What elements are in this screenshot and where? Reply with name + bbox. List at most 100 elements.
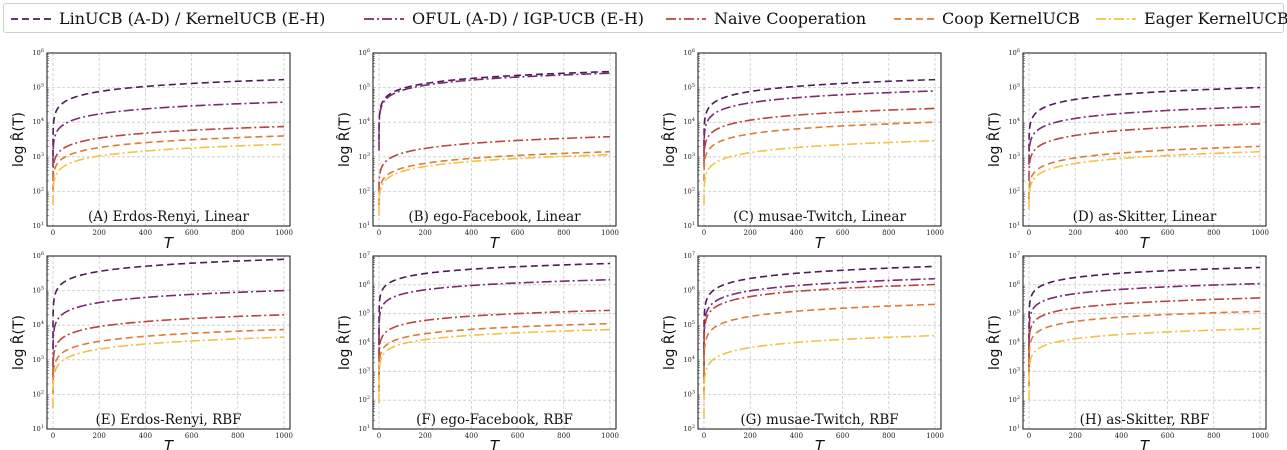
y-tick-label: 105 — [1009, 309, 1020, 318]
y-tick-label: 104 — [1009, 117, 1020, 126]
chart-panel: 101 102 103 104 105 106 107 0 200 400 600 800 1000 (H… — [986, 251, 1268, 450]
x-tick-label: 1000 — [275, 229, 293, 237]
y-tick-label: 101 — [1009, 424, 1020, 433]
y-tick-label: 102 — [359, 395, 370, 404]
y-tick-label: 101 — [684, 221, 695, 230]
x-tick-label: 400 — [139, 229, 152, 237]
x-axis-label: T — [164, 234, 175, 252]
x-tick-label: 600 — [836, 229, 849, 237]
y-axis-label: log R̂(T) — [336, 112, 353, 167]
y-tick-label: 101 — [33, 221, 44, 230]
y-tick-label: 103 — [359, 366, 370, 375]
chart-panel: 102 103 104 105 106 107 0 200 400 600 800 1000 (G) m… — [661, 251, 943, 450]
series-line — [703, 107, 936, 168]
x-tick-label: 0 — [1027, 432, 1031, 440]
y-tick-label: 103 — [33, 355, 44, 364]
legend-label: Eager KernelUCB — [1144, 9, 1287, 28]
y-tick-label: 104 — [359, 338, 370, 347]
plot-frame — [697, 255, 942, 430]
y-tick-label: 103 — [684, 389, 695, 398]
y-tick-label: 102 — [684, 424, 695, 433]
series-line — [703, 283, 936, 378]
y-tick-label: 106 — [33, 48, 44, 57]
x-tick-label: 400 — [790, 432, 803, 440]
series-line — [378, 278, 611, 358]
x-tick-label: 200 — [744, 432, 757, 440]
series-line — [378, 72, 611, 151]
x-tick-label: 1000 — [1251, 432, 1269, 440]
series-line — [52, 135, 285, 192]
y-tick-label: 105 — [684, 83, 695, 92]
chart-panel: 101 102 103 104 105 106 0 200 400 600 800 1000 (E) E… — [10, 251, 292, 450]
x-tick-label: 400 — [465, 432, 478, 440]
x-tick-label: 600 — [1161, 432, 1174, 440]
plot-frame — [1022, 52, 1267, 227]
y-tick-label: 101 — [359, 424, 370, 433]
series-line — [1028, 282, 1261, 363]
legend-label: Coop KernelUCB — [942, 9, 1080, 28]
series-line — [703, 121, 936, 181]
chart-panel: 101 102 103 104 105 106 0 200 400 600 800 1000 (B) e… — [336, 48, 618, 252]
subplot-title: (A) Erdos-Renyi, Linear — [88, 209, 250, 225]
y-tick-label: 104 — [1009, 338, 1020, 347]
plot-frame — [46, 255, 291, 430]
x-tick-label: 400 — [465, 229, 478, 237]
x-tick-label: 400 — [1115, 229, 1128, 237]
y-tick-label: 103 — [684, 152, 695, 161]
y-tick-label: 106 — [359, 280, 370, 289]
x-tick-label: 0 — [51, 229, 55, 237]
plot-frame — [372, 255, 617, 430]
series-line — [703, 90, 936, 157]
y-tick-label: 106 — [684, 48, 695, 57]
subplot-title: (D) as-Skitter, Linear — [1073, 209, 1217, 225]
series-line — [703, 334, 936, 419]
series-line — [52, 101, 285, 168]
chart-panel: 101 102 103 104 105 106 0 200 400 600 800 1000 (D) a… — [986, 48, 1268, 252]
series-line — [52, 78, 285, 157]
x-tick-label: 0 — [51, 432, 55, 440]
x-tick-label: 600 — [185, 229, 198, 237]
x-tick-label: 200 — [93, 229, 106, 237]
y-tick-label: 106 — [1009, 48, 1020, 57]
x-axis-label: T — [1140, 437, 1151, 450]
y-axis-label: log R̂(T) — [661, 315, 678, 370]
series-line — [1028, 310, 1261, 387]
x-tick-label: 600 — [185, 432, 198, 440]
y-axis-label: log R̂(T) — [10, 315, 27, 370]
y-axis-label: log R̂(T) — [10, 112, 27, 167]
series-line — [1028, 105, 1261, 165]
y-tick-label: 104 — [33, 117, 44, 126]
series-line — [378, 328, 611, 403]
y-tick-label: 106 — [1009, 280, 1020, 289]
series-line — [52, 258, 285, 350]
y-tick-label: 102 — [33, 186, 44, 195]
series-line — [1028, 297, 1261, 372]
x-tick-label: 400 — [790, 229, 803, 237]
series-line — [1028, 145, 1261, 200]
x-tick-label: 0 — [1027, 229, 1031, 237]
y-axis-label: log R̂(T) — [661, 112, 678, 167]
y-tick-label: 101 — [1009, 221, 1020, 230]
x-tick-label: 200 — [93, 432, 106, 440]
y-tick-label: 102 — [33, 389, 44, 398]
y-tick-label: 103 — [359, 152, 370, 161]
x-axis-label: T — [815, 437, 826, 450]
y-tick-label: 104 — [684, 355, 695, 364]
y-axis-label: log R̂(T) — [986, 112, 1003, 167]
plot-frame — [372, 52, 617, 227]
y-tick-label: 106 — [33, 251, 44, 260]
y-tick-label: 103 — [1009, 366, 1020, 375]
x-tick-label: 200 — [1069, 229, 1082, 237]
legend-label: LinUCB (A-D) / KernelUCB (E-H) — [59, 9, 326, 28]
plot-frame — [46, 52, 291, 227]
subplot-title: (B) ego-Facebook, Linear — [408, 209, 581, 225]
legend-label: OFUL (A-D) / IGP-UCB (E-H) — [412, 9, 645, 28]
x-tick-label: 1000 — [926, 229, 944, 237]
y-tick-label: 104 — [684, 117, 695, 126]
chart-panel: 101 102 103 104 105 106 107 0 200 400 600 800 1000 (F… — [336, 251, 618, 450]
x-tick-label: 400 — [139, 432, 152, 440]
y-tick-label: 106 — [359, 48, 370, 57]
y-tick-label: 102 — [1009, 395, 1020, 404]
series-line — [378, 70, 611, 141]
y-axis-label: log R̂(T) — [336, 315, 353, 370]
